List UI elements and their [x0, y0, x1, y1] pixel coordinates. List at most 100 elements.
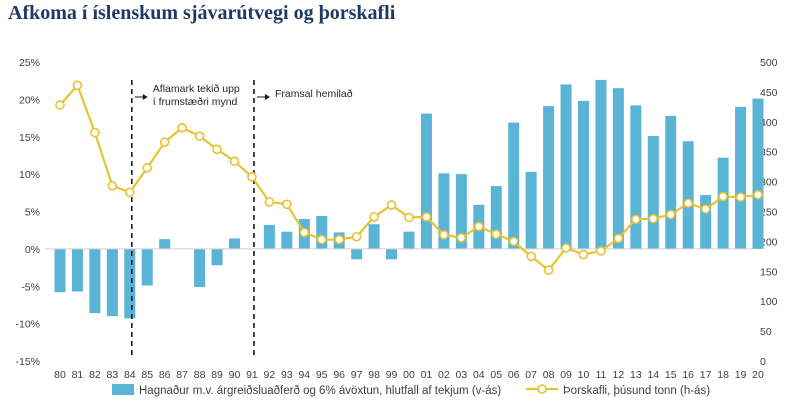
bar	[316, 215, 328, 249]
bar	[54, 248, 66, 293]
bar	[420, 113, 432, 249]
bar	[351, 248, 363, 260]
bar	[124, 248, 136, 319]
x-tick-label: 19	[735, 369, 747, 381]
bar	[630, 105, 642, 249]
right-tick-label: 150	[760, 266, 778, 278]
line-point	[334, 234, 345, 245]
bar	[386, 248, 398, 260]
x-tick-label: 81	[72, 369, 84, 381]
legend-line-label: Þorskafli, þúsund tonn (h-ás)	[563, 385, 710, 397]
x-tick-label: 11	[595, 369, 606, 381]
annotation-arrow-head	[142, 94, 148, 100]
line-point	[282, 199, 292, 210]
line-point	[543, 265, 554, 275]
x-tick-label: 06	[508, 369, 520, 381]
bar	[71, 248, 83, 292]
line-point	[229, 156, 240, 167]
x-tick-label: 13	[630, 369, 642, 381]
line-point	[212, 144, 222, 155]
bar	[735, 106, 747, 249]
line-point	[700, 204, 711, 214]
annotation-text: Aflamark tekið upp	[153, 83, 240, 95]
right-tick-label: 0	[760, 356, 766, 368]
x-tick-label: 82	[89, 369, 101, 381]
line-point	[473, 221, 484, 232]
bar	[595, 79, 607, 249]
x-tick-label: 12	[613, 369, 625, 381]
left-axis: -15% -10% -5% 0% 5% 10% 15% 20% 25%	[15, 57, 40, 368]
x-tick-label: 90	[229, 369, 241, 381]
x-tick-label: 17	[700, 369, 712, 381]
x-tick-label: 85	[141, 369, 153, 381]
line-point	[648, 213, 659, 224]
line-point	[90, 127, 100, 138]
line-point	[142, 163, 153, 173]
left-tick-label: 25%	[19, 57, 40, 69]
right-tick-label: 400	[760, 117, 778, 129]
x-tick-label: 02	[438, 369, 450, 381]
bar	[560, 84, 572, 249]
line-point	[264, 197, 275, 207]
right-tick-label: 100	[760, 296, 778, 308]
right-tick-label: 250	[760, 207, 778, 219]
bar	[490, 186, 502, 249]
annotation-text: Framsal hemilað	[275, 88, 353, 100]
left-tick-label: -10%	[15, 319, 40, 331]
x-tick-label: 83	[107, 369, 119, 381]
bar	[700, 195, 712, 249]
line-point	[299, 227, 310, 238]
bar	[455, 174, 467, 249]
bar	[368, 224, 380, 249]
line-point	[351, 231, 362, 242]
line-point	[718, 191, 728, 202]
annotation-arrow-head	[264, 94, 270, 100]
x-tick-label: 84	[124, 369, 136, 381]
line-point	[159, 137, 170, 147]
x-tick-label: 94	[298, 369, 310, 381]
bar	[438, 173, 450, 249]
right-tick-label: 450	[760, 87, 778, 99]
x-tick-label: 07	[525, 369, 537, 381]
line-point	[247, 172, 257, 182]
x-tick-label: 96	[333, 369, 345, 381]
annotation-lines	[131, 80, 255, 355]
x-tick-label: 15	[665, 369, 677, 381]
x-tick-label: 98	[368, 369, 380, 381]
x-tick-label: 05	[490, 369, 502, 381]
right-tick-label: 200	[760, 236, 778, 248]
x-tick-label: 88	[194, 369, 206, 381]
x-tick-label: 99	[386, 369, 398, 381]
bar-series	[54, 79, 764, 319]
right-tick-label: 500	[760, 57, 778, 69]
bar	[211, 248, 223, 266]
left-tick-label: 0%	[25, 244, 40, 256]
line-point	[125, 187, 135, 198]
bar	[508, 122, 520, 249]
x-tick-label: 87	[176, 369, 188, 381]
line-point	[404, 212, 414, 223]
bar	[612, 88, 624, 249]
line-point	[526, 251, 536, 262]
x-tick-label: 16	[682, 369, 694, 381]
line-point	[578, 249, 589, 260]
x-axis: 80 81 82 83 84 85 86 87 88 89 90 91 92 93 94 95 96 97 98 99…	[54, 369, 764, 381]
x-tick-label: 01	[421, 369, 433, 381]
x-tick-label: 18	[717, 369, 729, 381]
x-tick-label: 93	[281, 369, 293, 381]
x-tick-label: 10	[578, 369, 590, 381]
x-tick-label: 20	[752, 369, 764, 381]
bar	[578, 100, 589, 249]
x-tick-label: 03	[456, 369, 468, 381]
bar	[263, 224, 275, 249]
line-point	[561, 243, 571, 253]
line-point	[631, 214, 641, 225]
legend-bar-label: Hagnaður m.v. árgreiðsluaðferð og 6% ávö…	[139, 385, 501, 397]
bar	[403, 231, 415, 249]
x-tick-label: 91	[246, 369, 258, 381]
right-axis: 0 50 100 150 200 250 300 350 400 450 500	[760, 57, 778, 368]
line-point	[596, 246, 606, 256]
left-tick-label: 20%	[19, 94, 40, 106]
line-point	[491, 229, 502, 240]
